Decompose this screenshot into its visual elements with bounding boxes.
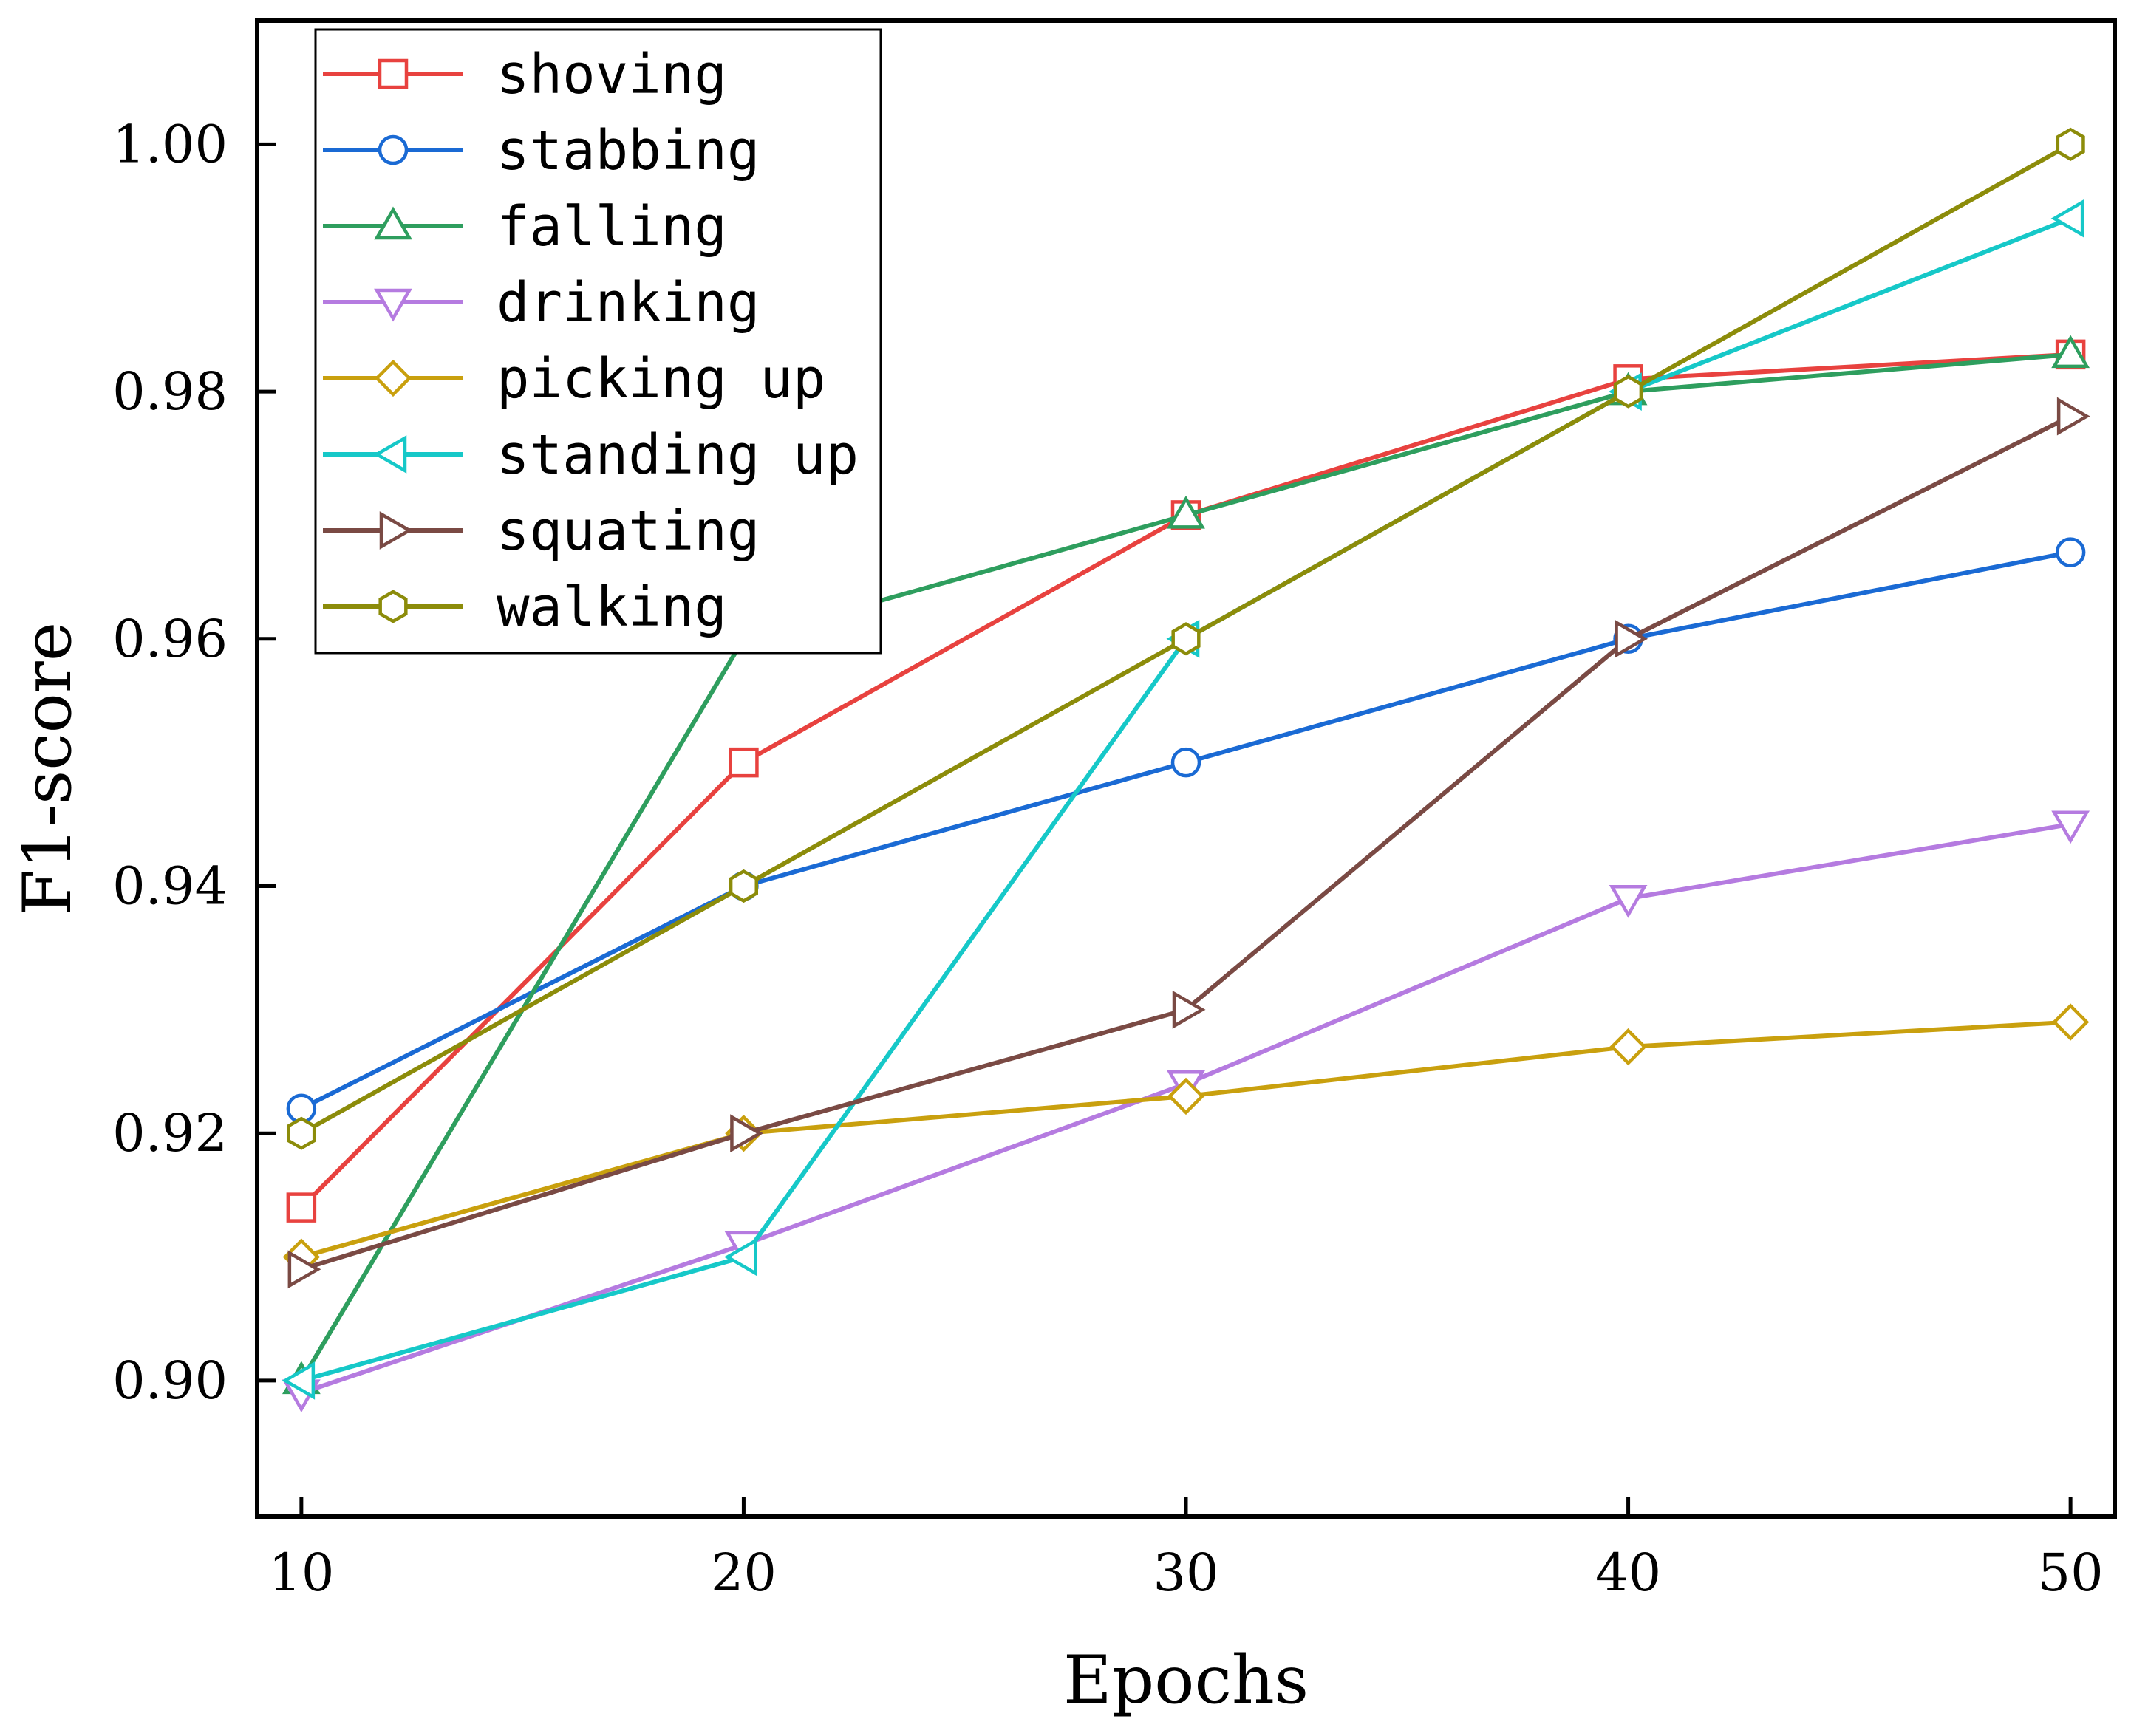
- legend-marker: [379, 511, 413, 550]
- data-point: [2051, 810, 2090, 844]
- data-point: [1170, 747, 1201, 778]
- x-axis-title: Epochs: [1063, 1641, 1309, 1719]
- data-point: [729, 869, 758, 903]
- legend-item: standing up: [323, 423, 859, 487]
- y-tick-label: 0.98: [112, 361, 228, 422]
- data-point: [1167, 1077, 1205, 1115]
- data-point: [1609, 1028, 1647, 1066]
- data-point: [287, 1116, 316, 1150]
- legend-label: stabbing: [497, 119, 760, 182]
- legend-label: walking: [497, 575, 727, 639]
- data-point: [1172, 990, 1206, 1029]
- x-tick-label: 30: [1153, 1542, 1218, 1603]
- x-tick-label: 20: [711, 1542, 777, 1603]
- legend-item: picking up: [323, 347, 826, 411]
- series-line: [301, 1019, 2071, 1260]
- legend-marker: [373, 435, 407, 474]
- data-point: [1167, 495, 1205, 529]
- legend-label: picking up: [497, 347, 826, 411]
- legend: shoving stabbing falling drinking picking up…: [314, 28, 882, 655]
- data-point: [1614, 375, 1643, 409]
- legend-marker: [378, 590, 408, 623]
- legend-marker: [378, 58, 409, 89]
- data-point: [729, 747, 759, 778]
- data-point: [723, 1237, 757, 1277]
- legend-item: shoving: [323, 43, 727, 106]
- axes-layer: 10 20 30 40 50 0.90 0.92 0.94 0.96 0.98 1.00 Epochs…: [9, 18, 2117, 1719]
- x-tick-label: 40: [1595, 1542, 1661, 1603]
- data-point: [287, 1250, 321, 1289]
- series-squating: [287, 397, 2090, 1289]
- data-point: [2050, 199, 2084, 238]
- legend-marker: [374, 206, 412, 240]
- data-point: [2056, 127, 2085, 161]
- legend-box: [314, 28, 882, 655]
- y-tick-label: 0.94: [112, 855, 228, 916]
- series-walking: [287, 127, 2085, 1150]
- legend-label: standing up: [497, 423, 859, 487]
- x-tick-label: 10: [268, 1542, 334, 1603]
- data-point: [282, 1361, 316, 1400]
- y-tick-label: 1.00: [112, 114, 228, 174]
- legend-item: falling: [323, 195, 727, 259]
- data-point: [1615, 619, 1648, 658]
- legend-marker: [374, 288, 412, 322]
- data-point: [2056, 397, 2090, 436]
- data-point: [2055, 537, 2086, 567]
- y-axis-title: F1-score: [9, 622, 86, 915]
- series-layer: [282, 127, 2090, 1413]
- legend-item: stabbing: [323, 119, 760, 182]
- legend-marker: [378, 134, 409, 165]
- data-point: [2051, 1003, 2090, 1041]
- series-picking-up: [282, 1003, 2090, 1276]
- legend-label: drinking: [497, 271, 760, 335]
- y-tick-label: 0.96: [112, 609, 228, 669]
- data-point: [2051, 335, 2090, 369]
- legend-marker: [374, 359, 412, 397]
- data-point: [1171, 622, 1201, 656]
- legend-label: shoving: [497, 43, 727, 106]
- data-point: [1609, 884, 1648, 918]
- y-tick-label: 0.92: [112, 1103, 228, 1163]
- legend-item: walking: [323, 575, 727, 639]
- data-point: [730, 1114, 763, 1153]
- legend-label: falling: [497, 195, 727, 259]
- legend-label: squating: [497, 499, 760, 563]
- legend-item: drinking: [323, 271, 760, 335]
- x-tick-label: 50: [2038, 1542, 2104, 1603]
- legend-item: squating: [323, 499, 760, 563]
- y-tick-label: 0.90: [112, 1350, 228, 1411]
- data-point: [286, 1192, 317, 1223]
